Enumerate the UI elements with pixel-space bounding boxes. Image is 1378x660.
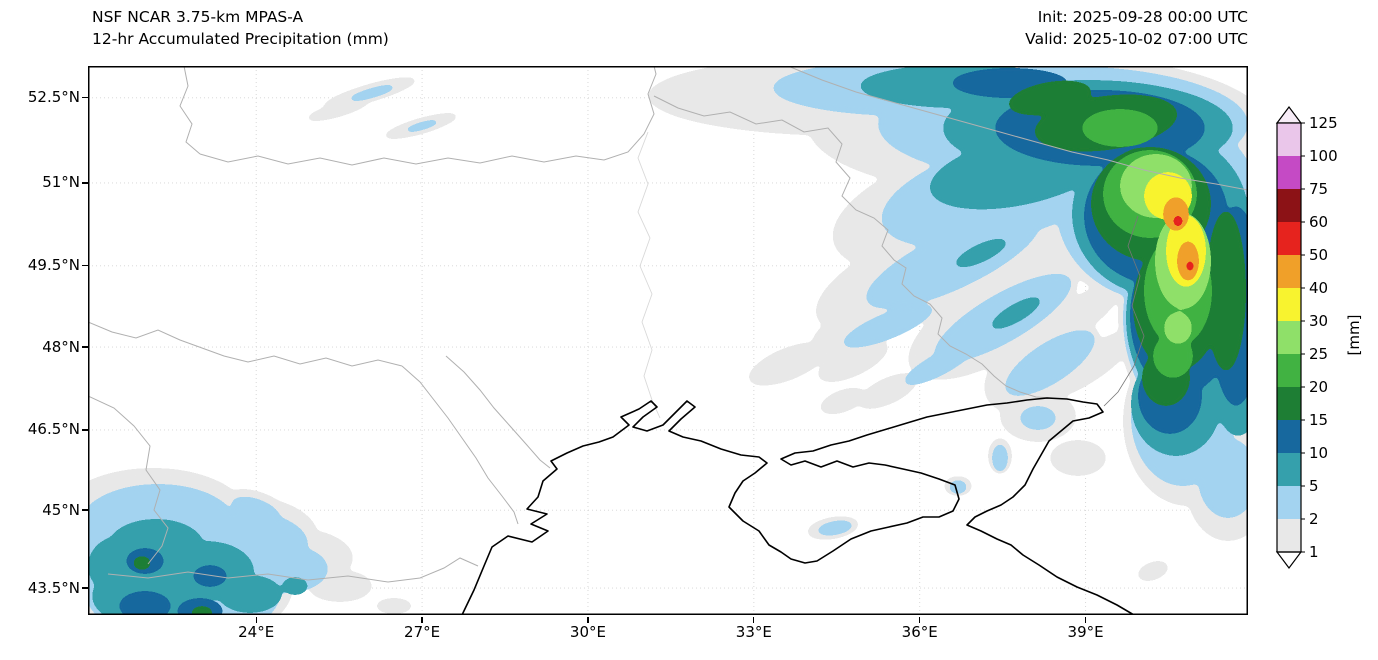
colorbar-tick-label: 1 (1309, 542, 1319, 561)
colorbar-tick-label: 15 (1309, 410, 1329, 429)
lat-tick-mark (82, 429, 88, 431)
lon-tick-mark (1084, 616, 1087, 623)
model-title: NSF NCAR 3.75-km MPAS-A (92, 8, 304, 26)
lat-tick-mark (82, 509, 88, 511)
colorbar-tick-label: 2 (1309, 509, 1319, 528)
colorbar-svg (1275, 106, 1305, 569)
colorbar-tick-label: 50 (1309, 245, 1329, 264)
valid-time: Valid: 2025-10-02 07:00 UTC (1025, 30, 1248, 48)
lat-tick-label: 46.5°N (27, 420, 80, 439)
colorbar-tick-label: 20 (1309, 377, 1329, 396)
lat-tick-label: 52.5°N (27, 88, 80, 107)
colorbar-tick-label: 25 (1309, 344, 1329, 363)
lon-tick-mark (421, 616, 423, 623)
lon-tick-mark (919, 616, 921, 623)
init-time: Init: 2025-09-28 00:00 UTC (1037, 8, 1248, 26)
river-lines (637, 131, 661, 419)
lat-tick-label: 45°N (42, 500, 80, 519)
colorbar-tick-label: 5 (1309, 476, 1319, 495)
lat-tick-mark (82, 97, 88, 99)
lat-tick-label: 43.5°N (27, 578, 80, 597)
coastline (461, 397, 1135, 615)
colorbar-tick-label: 125 (1309, 113, 1338, 132)
don-river (1103, 215, 1145, 407)
lat-tick-mark (82, 587, 88, 589)
lat-tick-mark (82, 346, 88, 348)
colorbar-tick-label: 100 (1309, 146, 1338, 165)
map-plot (88, 66, 1248, 615)
colorbar-over-arrow (1275, 106, 1303, 124)
lon-tick-label: 30°E (569, 623, 606, 641)
colorbar-under-arrow (1275, 551, 1303, 569)
border-lines (88, 66, 1248, 583)
lat-tick-label: 49.5°N (27, 256, 80, 275)
lat-tick-mark (82, 265, 88, 267)
colorbar-tick-label: 75 (1309, 179, 1329, 198)
lon-tick-mark (255, 616, 257, 623)
lat-tick-label: 51°N (42, 173, 80, 192)
lat-tick-label: 48°N (42, 337, 80, 356)
colorbar-tick-label: 10 (1309, 443, 1329, 462)
lon-tick-mark (587, 616, 589, 623)
lon-tick-label: 27°E (404, 623, 441, 641)
lon-tick-label: 33°E (735, 623, 772, 641)
lat-tick-mark (82, 182, 88, 184)
colorbar-tick-label: 60 (1309, 212, 1329, 231)
colorbar-unit-label: [mm] (1345, 314, 1363, 356)
colorbar-tick-label: 30 (1309, 311, 1329, 330)
colorbar-tick-label: 40 (1309, 278, 1329, 297)
lon-tick-label: 36°E (901, 623, 938, 641)
lon-tick-mark (753, 616, 755, 623)
lon-tick-label: 24°E (238, 623, 275, 641)
map-frame (88, 66, 1248, 615)
product-title: 12-hr Accumulated Precipitation (mm) (92, 30, 389, 48)
lon-tick-label: 39°E (1067, 623, 1104, 641)
precip-fill-50-60mm (1173, 215, 1194, 272)
